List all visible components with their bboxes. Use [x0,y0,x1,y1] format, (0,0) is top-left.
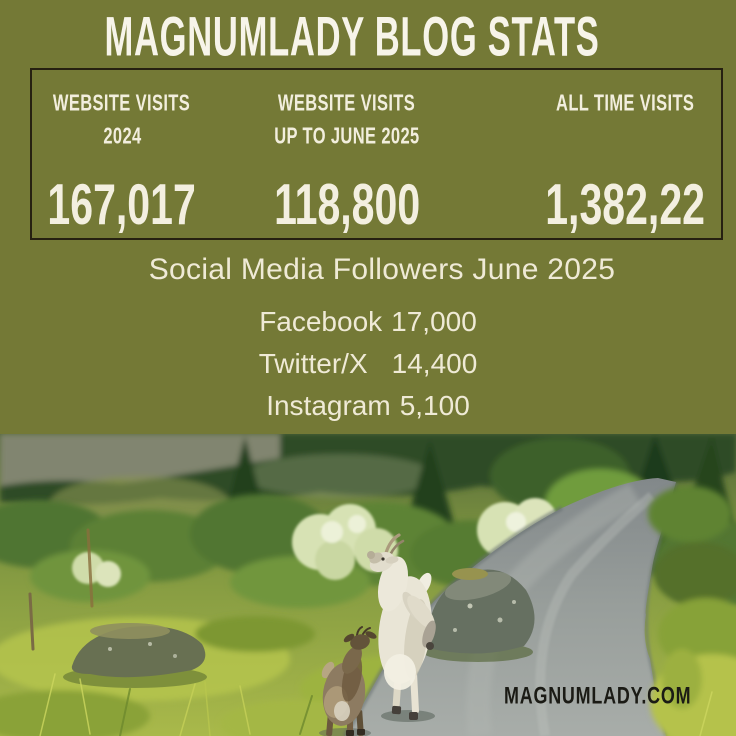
fence-posts [28,528,94,651]
stat-value: 1,382,22 [545,173,705,237]
stat-label: WEBSITE VISITS [278,89,416,116]
platform-name: Facebook [259,306,383,337]
stat-value: 167,017 [47,173,197,237]
boulder [423,568,535,662]
photo-illustration [0,434,736,736]
social-media-section: Social Media Followers June 2025 Faceboo… [0,251,736,427]
stat-label: WEBSITE VISITS [53,89,191,116]
goats-road-photo: MAGNUMLADY.COM [0,434,736,736]
social-row-twitter: Twitter/X 14,400 [0,343,736,385]
stats-box: WEBSITE VISITS 2024 167,017 WEBSITE VISI… [30,68,723,240]
watermark-text: MAGNUMLADY.COM [504,681,692,709]
social-row-instagram: Instagram 5,100 [0,385,736,427]
grass-blades [39,673,713,736]
social-heading: Social Media Followers June 2025 [148,253,616,286]
stat-value: 118,800 [273,173,421,237]
stat-column-2024: WEBSITE VISITS 2024 167,017 [32,70,212,238]
stat-column-alltime: ALL TIME VISITS 1,382,22 [482,70,730,238]
social-row-facebook: Facebook 17,000 [0,301,736,343]
follower-count: 17,000 [391,306,477,337]
platform-name: Instagram [266,390,391,421]
stat-label-line2: 2024 [102,122,142,149]
stat-label-line2: UP TO JUNE 2025 [274,122,420,149]
white-goat [367,533,436,722]
platform-name: Twitter/X [258,348,368,379]
page-title: MAGNUMLADY BLOG STATS [104,6,600,68]
rock-left [63,623,207,688]
right-verge [648,486,736,736]
follower-count: 5,100 [399,390,470,421]
stat-column-2025: WEBSITE VISITS UP TO JUNE 2025 118,800 [212,70,482,238]
stat-label: ALL TIME VISITS [555,89,695,116]
kid-goat [319,626,377,736]
follower-count: 14,400 [391,348,478,379]
